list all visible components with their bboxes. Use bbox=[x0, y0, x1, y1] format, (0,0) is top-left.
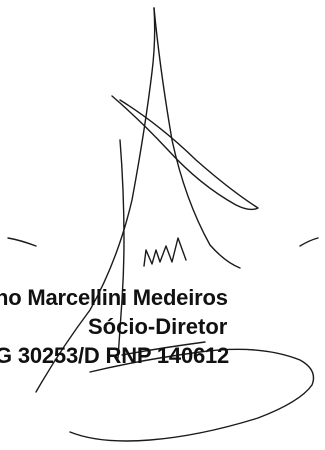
signatory-name: no Marcellini Medeiros bbox=[0, 285, 228, 310]
signatory-registration: G 30253/D RNP 140612 bbox=[0, 343, 230, 368]
signatory-role: Sócio-Diretor bbox=[88, 314, 228, 339]
